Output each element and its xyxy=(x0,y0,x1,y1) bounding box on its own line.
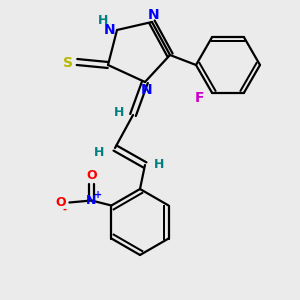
Text: N: N xyxy=(148,8,160,22)
Text: H: H xyxy=(154,158,164,172)
Text: N: N xyxy=(86,194,97,207)
Text: O: O xyxy=(86,169,97,182)
Text: O: O xyxy=(55,196,66,209)
Text: N: N xyxy=(104,23,116,37)
Text: H: H xyxy=(114,106,124,119)
Text: N: N xyxy=(141,83,153,97)
Text: +: + xyxy=(94,190,103,200)
Text: -: - xyxy=(62,205,66,214)
Text: S: S xyxy=(63,56,73,70)
Text: H: H xyxy=(98,14,108,26)
Text: H: H xyxy=(94,146,104,160)
Text: F: F xyxy=(195,91,205,105)
